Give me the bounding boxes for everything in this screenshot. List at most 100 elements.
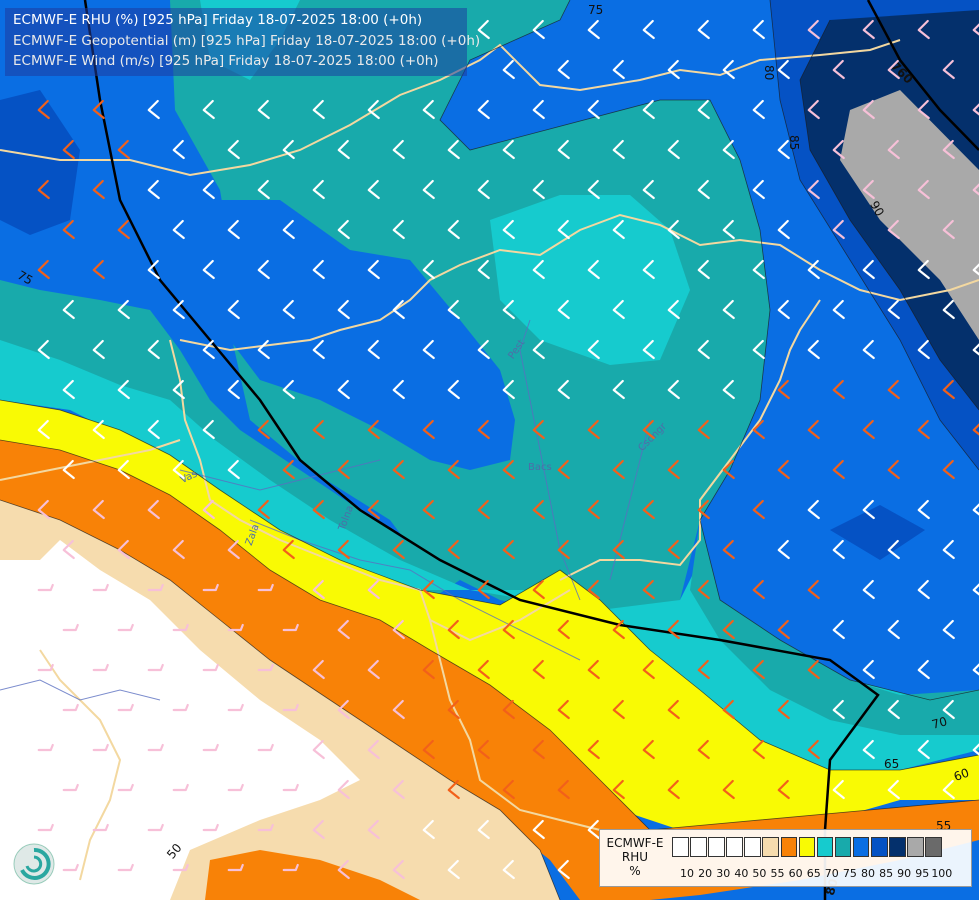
wind-barb bbox=[752, 339, 765, 360]
wind-barb bbox=[257, 339, 270, 360]
wind-barb bbox=[917, 419, 930, 440]
legend-tick-label: 85 bbox=[879, 867, 894, 880]
wind-barb bbox=[777, 219, 790, 240]
wind-barb bbox=[587, 419, 600, 440]
wind-barb bbox=[587, 499, 600, 520]
wind-barb bbox=[477, 659, 490, 680]
wind-barb bbox=[202, 499, 215, 520]
wind-barb bbox=[667, 619, 680, 640]
wind-barb bbox=[777, 539, 790, 560]
wind-barb bbox=[667, 219, 680, 240]
wind-barb bbox=[807, 179, 820, 200]
wind-barb bbox=[587, 19, 600, 40]
wind-barb bbox=[942, 459, 955, 480]
wind-barb bbox=[257, 743, 274, 752]
wind-barb bbox=[202, 179, 215, 200]
wind-barb bbox=[147, 259, 160, 280]
wind-barb bbox=[367, 739, 380, 760]
wind-barb bbox=[642, 179, 655, 200]
wind-barb bbox=[612, 539, 625, 560]
wind-barb bbox=[312, 579, 325, 600]
wind-barb bbox=[227, 219, 240, 240]
wind-barb bbox=[587, 179, 600, 200]
wind-barb bbox=[587, 659, 600, 680]
wind-barb bbox=[887, 779, 900, 800]
wind-barb bbox=[917, 339, 930, 360]
wind-barb bbox=[92, 419, 105, 440]
wind-barb bbox=[172, 459, 185, 480]
wind-barb bbox=[117, 139, 130, 160]
wind-barb bbox=[257, 823, 274, 832]
wind-barb bbox=[697, 739, 710, 760]
legend-tick-label: 30 bbox=[716, 867, 731, 880]
wind-barb bbox=[557, 779, 570, 800]
wind-barb bbox=[832, 59, 845, 80]
wind-barb bbox=[752, 179, 765, 200]
wind-barb bbox=[667, 59, 680, 80]
rhu-area-75-east bbox=[690, 520, 979, 735]
wind-barb bbox=[117, 783, 134, 792]
wind-barb bbox=[392, 459, 405, 480]
wind-barb bbox=[887, 139, 900, 160]
wind-barb bbox=[202, 823, 219, 832]
wind-barb bbox=[722, 619, 735, 640]
wind-barb bbox=[502, 699, 515, 720]
wind-barb bbox=[722, 59, 735, 80]
wind-barb bbox=[147, 99, 160, 120]
wind-barb bbox=[257, 259, 270, 280]
wind-barb bbox=[257, 663, 274, 672]
wind-barb bbox=[477, 339, 490, 360]
wind-barb bbox=[92, 743, 109, 752]
rhu-area-80-west-lobe bbox=[220, 200, 515, 470]
wind-barb bbox=[367, 259, 380, 280]
wind-barb bbox=[367, 659, 380, 680]
wind-barb bbox=[777, 59, 790, 80]
wind-barb bbox=[227, 459, 240, 480]
wind-barb bbox=[752, 19, 765, 40]
legend-tick-label: 65 bbox=[806, 867, 821, 880]
wind-barb bbox=[807, 19, 820, 40]
wind-barb bbox=[62, 219, 75, 240]
rhu-area-95-east bbox=[840, 90, 979, 340]
wind-barb bbox=[477, 499, 490, 520]
wind-barb bbox=[367, 339, 380, 360]
wind-barb bbox=[697, 579, 710, 600]
wind-barb bbox=[752, 739, 765, 760]
wind-barb bbox=[447, 379, 460, 400]
wind-barb bbox=[172, 139, 185, 160]
wind-barb bbox=[92, 583, 109, 592]
wind-barb bbox=[92, 499, 105, 520]
contour-label: 65 bbox=[884, 757, 899, 771]
legend-swatch bbox=[925, 837, 942, 857]
wind-barb bbox=[172, 379, 185, 400]
wind-barb bbox=[202, 259, 215, 280]
wind-barb bbox=[752, 99, 765, 120]
wind-barb bbox=[172, 623, 189, 632]
geopotential-isohypses bbox=[83, 0, 979, 900]
title-wind: ECMWF-E Wind (m/s) [925 hPa] Friday 18-0… bbox=[13, 53, 439, 69]
wind-barb bbox=[202, 583, 219, 592]
wind-barb bbox=[92, 663, 109, 672]
wind-barb bbox=[532, 739, 545, 760]
wind-barb bbox=[832, 619, 845, 640]
wind-barb bbox=[532, 819, 545, 840]
wind-barb bbox=[587, 99, 600, 120]
wind-barb bbox=[587, 259, 600, 280]
wind-barb bbox=[832, 219, 845, 240]
rhu-area-50 bbox=[0, 540, 360, 900]
wind-barb bbox=[477, 99, 490, 120]
wind-barb bbox=[312, 259, 325, 280]
wind-barb bbox=[722, 139, 735, 160]
wind-barb bbox=[697, 99, 710, 120]
wind-barb bbox=[312, 739, 325, 760]
wind-barb bbox=[172, 863, 189, 872]
wind-barb bbox=[422, 339, 435, 360]
legend-swatch bbox=[852, 837, 870, 857]
wind-barb bbox=[392, 619, 405, 640]
wind-barb bbox=[942, 219, 955, 240]
wind-barb bbox=[917, 179, 930, 200]
wind-barb bbox=[532, 499, 545, 520]
wind-barb bbox=[942, 699, 955, 720]
wind-barb bbox=[257, 499, 270, 520]
